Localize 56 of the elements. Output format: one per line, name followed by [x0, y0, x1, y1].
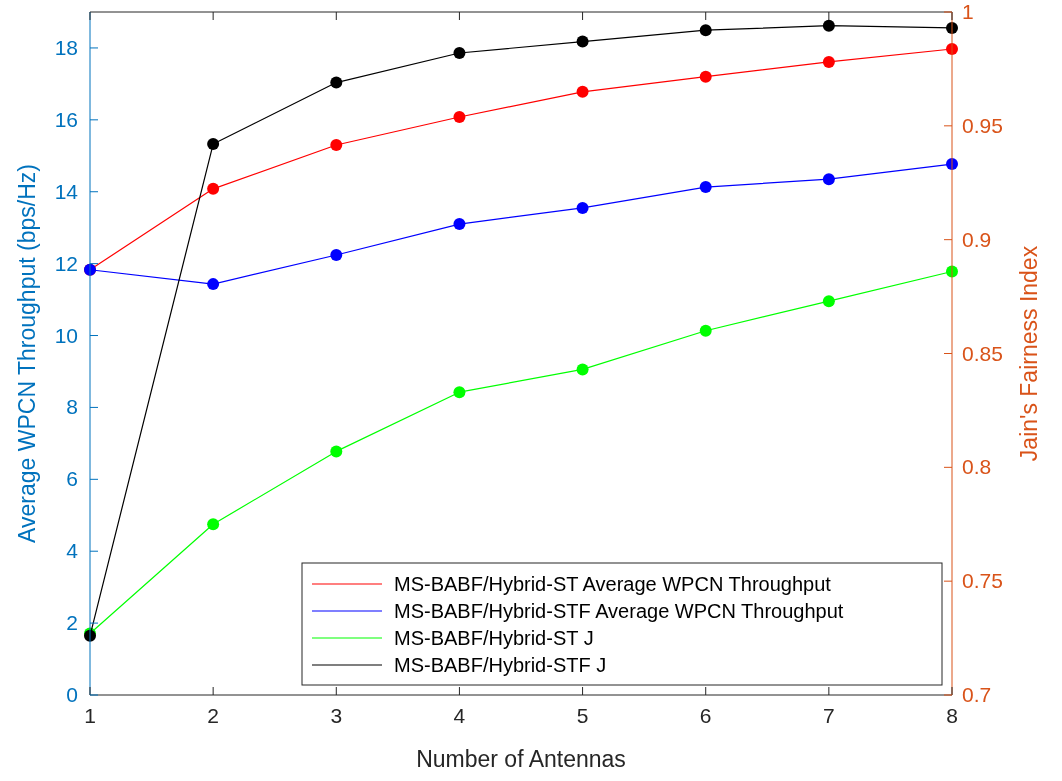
point: [576, 85, 589, 98]
point: [699, 181, 712, 194]
point: [576, 201, 589, 214]
point: [207, 138, 220, 151]
point: [207, 182, 220, 195]
point: [330, 249, 343, 261]
point: [330, 445, 343, 458]
y2-tick-label: 0.85: [962, 341, 1003, 365]
x-tick-label: 5: [576, 704, 589, 727]
y-tick-label: 0: [66, 683, 78, 706]
x-axis-title: Number of Antennas: [416, 746, 626, 772]
x-tick-label: 3: [330, 704, 343, 727]
y-tick-label: 2: [66, 611, 78, 635]
point: [453, 110, 466, 123]
legend-label: MS-BABF/Hybrid-ST J: [394, 627, 594, 649]
y2-tick-label: 1: [962, 0, 974, 23]
point: [822, 173, 835, 186]
y2-axis-title: Jain's Fairness Index: [1016, 245, 1042, 462]
legend-label: MS-BABF/Hybrid-STF J: [394, 654, 607, 676]
point: [822, 19, 835, 32]
y-tick-label: 14: [54, 179, 79, 203]
y-tick-label: 10: [54, 323, 78, 347]
point: [576, 363, 589, 376]
legend-label: MS-BABF/Hybrid-ST Average WPCN Throughput: [394, 573, 832, 595]
legend-label: MS-BABF/Hybrid-STF Average WPCN Throughput: [394, 600, 844, 622]
point: [453, 218, 466, 231]
point: [699, 70, 712, 83]
point: [207, 518, 220, 531]
x-tick-label: 1: [84, 704, 96, 727]
y2-tick-label: 0.75: [962, 569, 1003, 593]
point: [453, 46, 466, 59]
x-tick-label: 2: [207, 704, 219, 727]
x-tick-label: 7: [823, 704, 835, 727]
point: [822, 295, 835, 308]
x-tick-label: 8: [946, 704, 958, 727]
point: [699, 324, 712, 337]
point: [822, 55, 835, 68]
y2-tick-label: 0.95: [962, 113, 1003, 137]
y-tick-label: 6: [66, 467, 78, 491]
y-tick-label: 16: [54, 107, 78, 131]
y-tick-label: 8: [66, 395, 78, 419]
y2-tick-label: 0.8: [962, 455, 992, 479]
point: [576, 35, 589, 48]
y-tick-label: 4: [66, 539, 79, 563]
point: [453, 386, 466, 399]
point: [699, 24, 712, 37]
x-tick-label: 4: [453, 704, 466, 727]
y-tick-label: 18: [54, 35, 78, 59]
point: [207, 278, 220, 291]
x-tick-label: 6: [699, 704, 712, 727]
y2-tick-label: 0.7: [962, 683, 992, 706]
y-tick-label: 12: [54, 251, 78, 275]
point: [330, 76, 343, 89]
y-axis-title: Average WPCN Throughput (bps/Hz): [14, 164, 40, 543]
point: [330, 139, 343, 152]
y2-tick-label: 0.9: [962, 227, 992, 251]
